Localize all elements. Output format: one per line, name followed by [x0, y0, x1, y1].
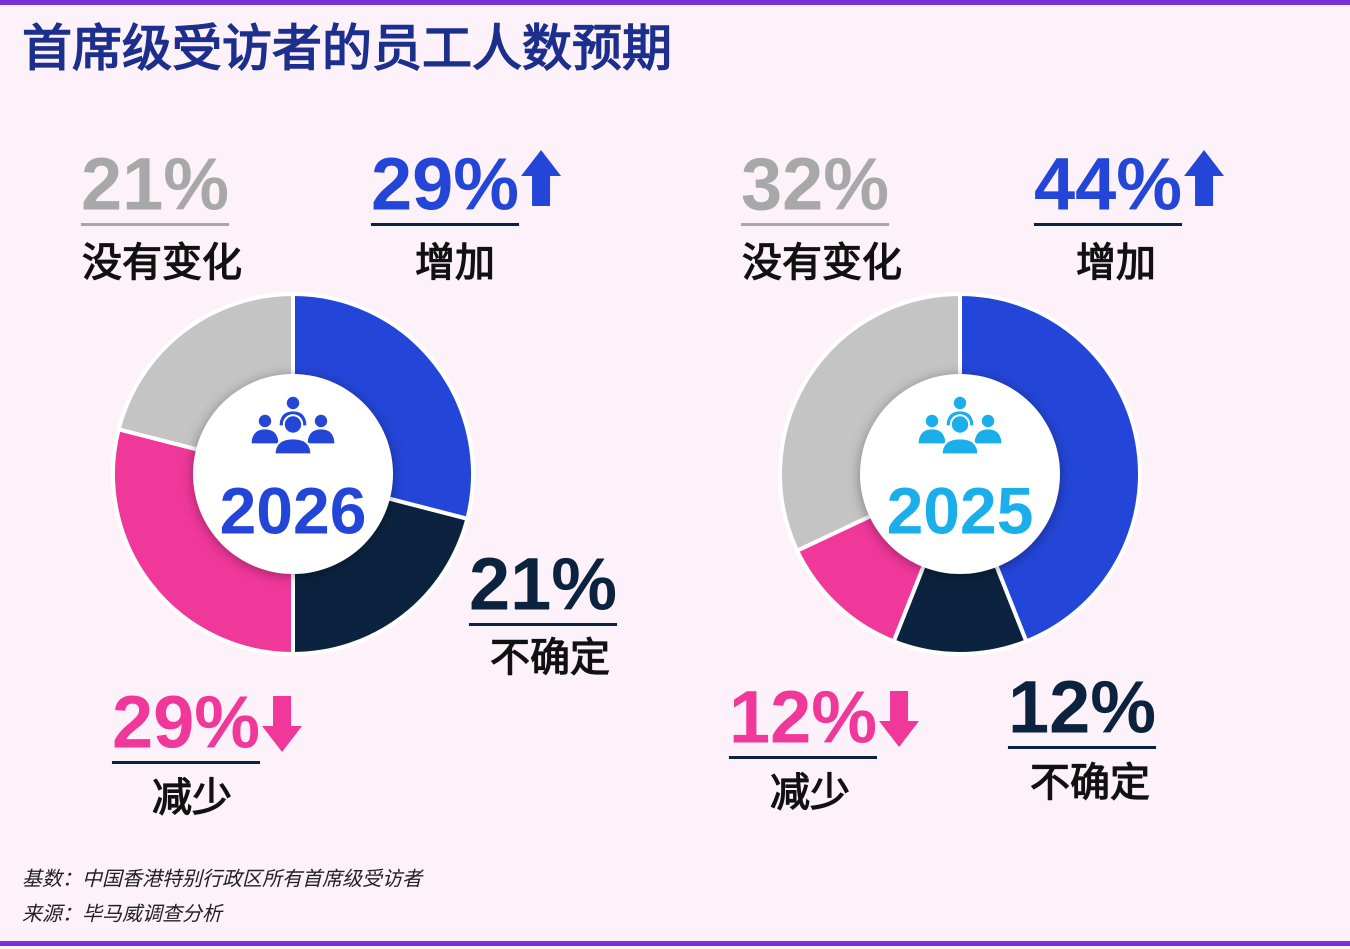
value-label: 32%: [741, 143, 889, 226]
icon-head: [923, 412, 941, 430]
people-icon: [249, 394, 337, 456]
value-label: 44%: [1034, 143, 1182, 226]
icon-body: [273, 437, 313, 456]
label-underline: [111, 761, 261, 764]
value-label: 12%: [729, 676, 877, 759]
up-arrow: [1184, 150, 1225, 206]
label-underline: [728, 756, 878, 759]
down-arrow: [262, 696, 303, 752]
icon-head: [949, 414, 971, 435]
category-label: 没有变化: [742, 240, 902, 286]
category-label: 减少: [770, 770, 850, 816]
category-label: 减少: [152, 775, 232, 821]
label-underline: [80, 223, 230, 226]
value-label: 29%: [112, 681, 260, 764]
value-label: 29%: [371, 143, 519, 226]
icon-body: [940, 437, 980, 456]
page-title: 首席级受访者的员工人数预期: [22, 20, 672, 78]
top-rule: [0, 0, 1350, 5]
down-arrow: [879, 691, 920, 747]
icon-head: [951, 394, 969, 412]
value-label: 21%: [469, 543, 617, 626]
donut-hole: [860, 374, 1060, 574]
bottom-rule: [0, 941, 1350, 946]
center-year: 2025: [887, 473, 1034, 547]
label-underline: [740, 223, 890, 226]
icon-body: [972, 427, 1004, 446]
label-underline: [1007, 746, 1157, 749]
category-label: 没有变化: [82, 240, 242, 286]
icon-head: [979, 412, 997, 430]
category-label: 增加: [1076, 240, 1156, 286]
icon-head: [256, 412, 274, 430]
category-label: 增加: [415, 240, 495, 286]
value-label: 12%: [1008, 666, 1156, 749]
icon-body: [916, 427, 948, 446]
label-underline: [468, 623, 618, 626]
donut-hole: [193, 374, 393, 574]
icon-head: [312, 412, 330, 430]
label-underline: [1033, 223, 1183, 226]
footnote: 来源：毕马威调查分析: [22, 902, 224, 926]
people-icon: [916, 394, 1004, 456]
icon-body: [249, 427, 281, 446]
category-label: 不确定: [1030, 760, 1150, 806]
footnote: 基数：中国香港特别行政区所有首席级受访者: [22, 867, 424, 891]
icon-head: [284, 394, 302, 412]
icon-head: [282, 414, 304, 435]
icon-body: [305, 427, 337, 446]
center-year: 2026: [220, 473, 367, 547]
label-underline: [370, 223, 520, 226]
value-label: 21%: [81, 143, 229, 226]
category-label: 不确定: [490, 635, 610, 681]
up-arrow: [521, 150, 562, 206]
